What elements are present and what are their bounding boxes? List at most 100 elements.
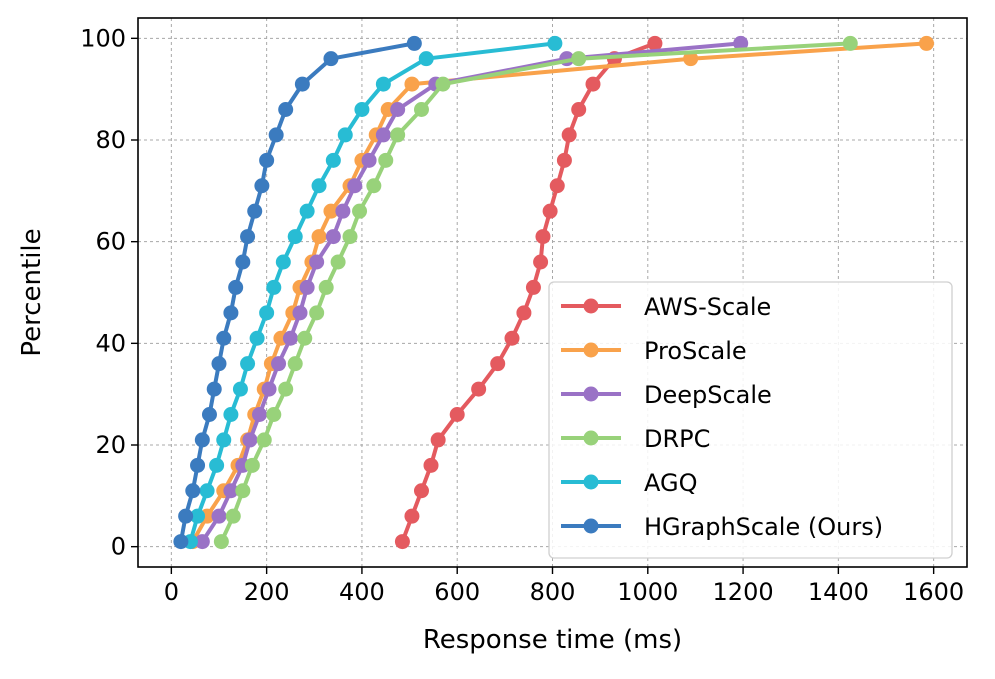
data-point [199, 483, 215, 499]
series-agq [182, 35, 563, 550]
data-point [347, 178, 363, 194]
data-point [342, 229, 358, 245]
data-point [556, 152, 572, 168]
legend-label: DeepScale [644, 381, 772, 409]
x-axis-label: Response time (ms) [423, 625, 682, 655]
series-hgraphscale-ours [173, 35, 422, 550]
legend-label: HGraphScale (Ours) [644, 513, 883, 541]
data-point [413, 102, 429, 117]
y-tick-label: 40 [95, 329, 126, 357]
data-point [406, 35, 422, 51]
legend-item: AGQ [561, 469, 697, 497]
data-point [201, 407, 217, 422]
data-point [418, 51, 434, 67]
data-point [261, 381, 277, 397]
data-point [309, 254, 325, 270]
data-point [266, 407, 282, 422]
legend-box [548, 281, 953, 559]
data-point [275, 254, 291, 270]
data-point [223, 305, 239, 321]
data-point [471, 381, 487, 397]
data-point [561, 127, 577, 143]
data-point [571, 51, 587, 67]
data-point [733, 35, 749, 51]
data-point [240, 356, 256, 372]
data-point [647, 35, 663, 51]
data-point [190, 508, 206, 524]
legend-label: AWS-Scale [644, 293, 771, 321]
data-point [311, 178, 327, 194]
data-point [423, 457, 439, 473]
data-point [194, 432, 210, 448]
y-tick-label: 100 [80, 24, 126, 52]
data-point [449, 407, 465, 422]
data-point [225, 508, 241, 524]
data-point [366, 178, 382, 194]
data-point [216, 432, 232, 448]
data-point [294, 76, 310, 92]
x-tick-label: 200 [244, 578, 290, 606]
data-point [542, 203, 558, 219]
legend-swatch-marker [583, 518, 599, 534]
data-point [919, 35, 935, 51]
data-point [535, 229, 551, 245]
data-point [216, 330, 232, 346]
data-point [194, 534, 210, 550]
data-point [683, 51, 699, 67]
legend-item: HGraphScale (Ours) [561, 513, 883, 541]
data-point [390, 127, 406, 143]
legend-label: DRPC [644, 425, 710, 453]
data-point [361, 152, 377, 168]
data-point [235, 254, 251, 270]
data-point [223, 483, 239, 499]
y-tick-label: 80 [95, 126, 126, 154]
data-point [490, 356, 506, 372]
x-tick-label: 1000 [617, 578, 678, 606]
legend-swatch-marker [583, 474, 599, 490]
data-point [185, 483, 201, 499]
legend-item: AWS-Scale [561, 293, 771, 321]
data-point [242, 432, 258, 448]
legend-swatch-marker [583, 386, 599, 402]
data-point [287, 356, 303, 372]
data-point [375, 127, 391, 143]
data-point [211, 508, 227, 524]
data-point [297, 330, 313, 346]
legend-label: ProScale [644, 337, 747, 365]
data-point [249, 330, 265, 346]
data-point [282, 330, 298, 346]
data-point [251, 407, 267, 422]
data-point [213, 534, 229, 550]
data-point [516, 305, 532, 321]
data-point [330, 254, 346, 270]
data-point [247, 203, 263, 219]
data-point [404, 508, 420, 524]
data-point [323, 203, 339, 219]
data-point [268, 127, 284, 143]
data-point [271, 356, 287, 372]
data-point [223, 407, 239, 422]
series-group [173, 35, 935, 550]
data-point [390, 102, 406, 117]
data-point [259, 152, 275, 168]
data-point [278, 102, 294, 117]
data-point [254, 178, 270, 194]
data-point [404, 76, 420, 92]
data-point [533, 254, 549, 270]
data-point [211, 356, 227, 372]
data-point [190, 457, 206, 473]
series-drpc [213, 35, 858, 550]
data-point [299, 203, 315, 219]
data-point [394, 534, 410, 550]
data-point [323, 51, 339, 67]
legend-item: DeepScale [561, 381, 772, 409]
legend-label: AGQ [644, 469, 697, 497]
data-point [299, 279, 315, 295]
x-tick-label: 1400 [808, 578, 869, 606]
legend-swatch-marker [583, 298, 599, 314]
y-axis-label: Percentile [17, 228, 47, 356]
legend-item: ProScale [561, 337, 747, 365]
data-point [337, 127, 353, 143]
x-tick-label: 1200 [713, 578, 774, 606]
